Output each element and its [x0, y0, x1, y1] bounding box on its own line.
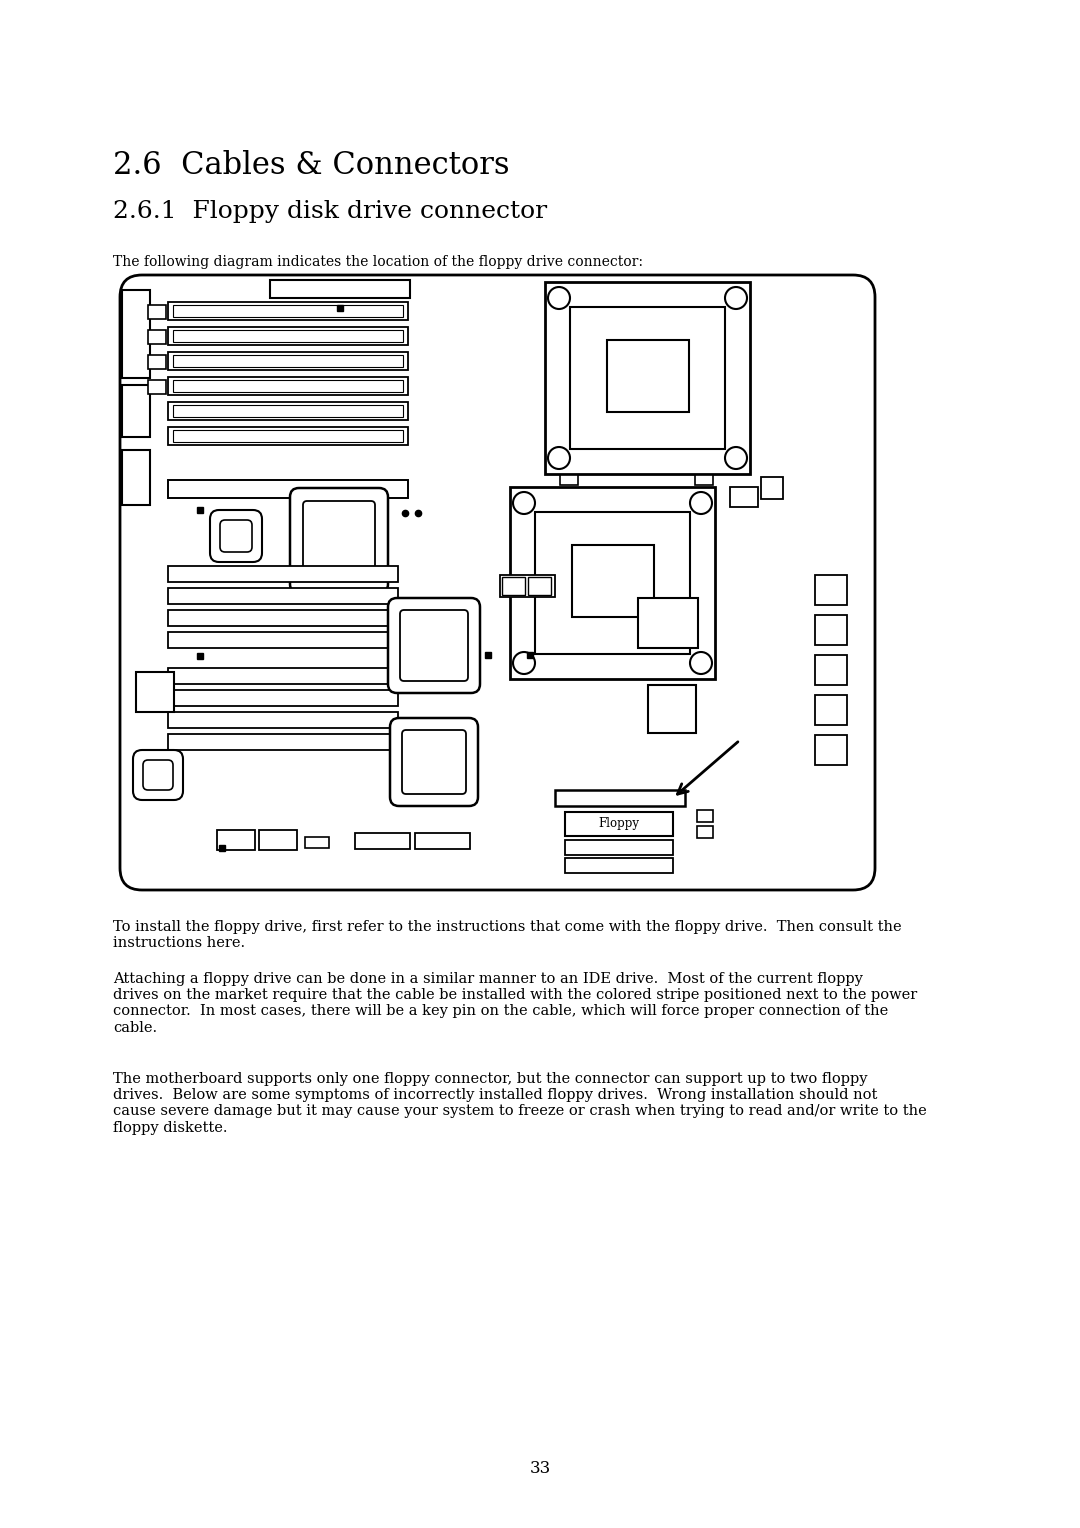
Bar	[510, 487, 715, 678]
Text: Attaching a floppy drive can be done in a similar manner to an IDE drive.  Most : Attaching a floppy drive can be done in …	[113, 972, 917, 1034]
Bar	[761, 477, 783, 500]
Bar	[168, 402, 408, 420]
Bar	[168, 303, 408, 319]
Bar	[565, 840, 673, 856]
Bar	[122, 385, 150, 437]
Bar	[168, 633, 399, 648]
Bar	[545, 283, 750, 474]
FancyBboxPatch shape	[303, 501, 375, 581]
Bar	[173, 405, 403, 417]
FancyBboxPatch shape	[133, 750, 183, 801]
Bar	[270, 280, 410, 298]
Bar	[136, 672, 174, 712]
Bar	[570, 307, 725, 449]
Bar	[173, 330, 403, 342]
FancyBboxPatch shape	[220, 520, 252, 552]
FancyBboxPatch shape	[388, 597, 480, 694]
FancyBboxPatch shape	[402, 730, 465, 795]
Bar	[815, 735, 847, 766]
Text: The following diagram indicates the location of the floppy drive connector:: The following diagram indicates the loca…	[113, 255, 643, 269]
Bar	[415, 833, 470, 850]
Bar	[572, 545, 654, 617]
Bar	[555, 790, 685, 805]
Bar	[696, 475, 713, 484]
Bar	[565, 859, 673, 872]
Bar	[122, 451, 150, 504]
Bar	[173, 306, 403, 316]
Bar	[168, 610, 399, 626]
Bar	[355, 833, 410, 850]
Bar	[638, 597, 698, 648]
Bar	[122, 290, 150, 377]
Bar	[815, 656, 847, 685]
Bar	[561, 475, 578, 484]
Bar	[697, 810, 713, 822]
FancyBboxPatch shape	[400, 610, 468, 681]
Bar	[168, 351, 408, 370]
Bar	[607, 341, 689, 413]
Bar	[168, 327, 408, 345]
Bar	[148, 354, 166, 368]
Bar	[168, 668, 399, 685]
Text: 2.6.1  Floppy disk drive connector: 2.6.1 Floppy disk drive connector	[113, 200, 548, 223]
FancyBboxPatch shape	[120, 275, 875, 889]
Bar	[305, 837, 329, 848]
Bar	[168, 691, 399, 706]
Bar	[173, 380, 403, 393]
Bar	[168, 588, 399, 604]
Bar	[173, 429, 403, 442]
Bar	[259, 830, 297, 850]
Bar	[528, 578, 551, 594]
Bar	[648, 685, 696, 733]
Bar	[148, 380, 166, 394]
Text: 2.6  Cables & Connectors: 2.6 Cables & Connectors	[113, 150, 510, 180]
Bar	[168, 480, 408, 498]
Bar	[535, 512, 690, 654]
Bar	[730, 487, 758, 507]
Bar	[148, 306, 166, 319]
FancyBboxPatch shape	[210, 510, 262, 562]
Bar	[168, 426, 408, 445]
Bar	[697, 827, 713, 837]
Bar	[168, 712, 399, 727]
Text: The motherboard supports only one floppy connector, but the connector can suppor: The motherboard supports only one floppy…	[113, 1073, 927, 1135]
Text: To install the floppy drive, first refer to the instructions that come with the : To install the floppy drive, first refer…	[113, 920, 902, 950]
Bar	[815, 695, 847, 724]
Bar	[217, 830, 255, 850]
Bar	[815, 575, 847, 605]
Bar	[173, 354, 403, 367]
Bar	[168, 377, 408, 396]
FancyBboxPatch shape	[390, 718, 478, 805]
Bar	[565, 811, 673, 836]
Bar	[502, 578, 525, 594]
Bar	[168, 733, 399, 750]
FancyBboxPatch shape	[143, 759, 173, 790]
Bar	[168, 565, 399, 582]
Text: 33: 33	[529, 1459, 551, 1478]
Bar	[148, 330, 166, 344]
Bar	[500, 575, 555, 597]
Text: Floppy: Floppy	[598, 817, 639, 831]
Bar	[815, 614, 847, 645]
FancyBboxPatch shape	[291, 487, 388, 593]
